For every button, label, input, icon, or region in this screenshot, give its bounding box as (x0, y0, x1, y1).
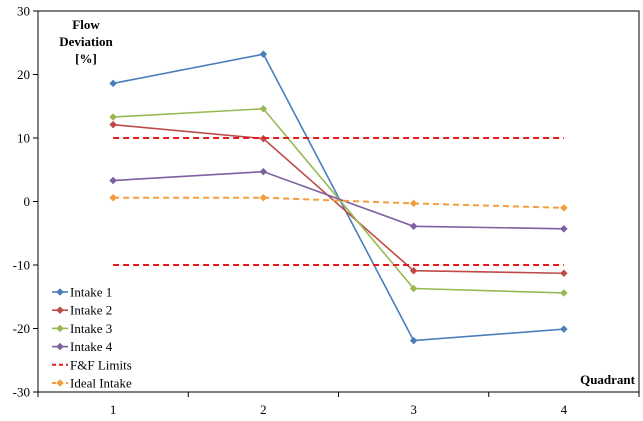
x-axis-title: Quadrant (580, 372, 636, 387)
series-line (112, 53, 564, 342)
series-layer (109, 50, 568, 345)
x-tick-label: 3 (410, 402, 417, 417)
legend-item: Intake 2 (52, 303, 112, 318)
series-intake-1 (109, 50, 568, 345)
series-line (113, 123, 564, 275)
legend-label: Intake 2 (70, 303, 112, 318)
y-tick-label: -30 (13, 385, 30, 400)
data-point (409, 266, 418, 275)
series-intake-2 (109, 120, 568, 278)
x-tick-label: 4 (561, 402, 568, 417)
data-point (560, 289, 568, 297)
series-line (113, 196, 564, 209)
series-line (113, 170, 564, 230)
data-point (259, 50, 268, 59)
data-point (56, 324, 64, 333)
data-point (109, 193, 117, 202)
data-point (56, 342, 64, 351)
data-point (109, 120, 117, 129)
data-point (109, 79, 117, 88)
data-point (259, 104, 268, 113)
legend-item: Intake 1 (52, 285, 112, 300)
series-f-f-limits (113, 137, 564, 266)
data-point (56, 306, 64, 315)
legend-label: Intake 3 (70, 321, 112, 336)
y-axis-title-line: Deviation (59, 34, 113, 49)
data-point (109, 176, 117, 185)
y-axis-title: Flow Deviation [%] (59, 17, 113, 66)
data-point (560, 325, 568, 333)
x-tick-label: 2 (260, 402, 267, 417)
legend-label: Ideal Intake (70, 376, 132, 391)
data-point (259, 193, 268, 202)
y-tick-label: -20 (13, 321, 30, 336)
y-tick-label: 30 (17, 4, 30, 19)
y-tick-label: 20 (17, 67, 30, 82)
data-point (409, 199, 418, 208)
data-point (259, 167, 268, 176)
data-point (56, 379, 64, 387)
legend-item: Intake 4 (52, 339, 113, 354)
data-point (409, 336, 418, 345)
legend: Intake 1 Intake 2 Intake 3 Intake 4 F&F Limi… (52, 285, 132, 391)
x-axis: 1 2 3 4 (37, 392, 640, 417)
y-axis-title-line: Flow (72, 17, 100, 32)
series-intake-4 (109, 167, 568, 233)
y-tick-label: 0 (24, 194, 31, 209)
y-tick-label: -10 (13, 258, 30, 273)
y-axis-title-line: [%] (75, 51, 97, 66)
legend-item: Intake 3 (52, 321, 112, 336)
data-point (56, 288, 64, 296)
data-point (409, 222, 418, 231)
legend-label: F&F Limits (70, 357, 132, 372)
data-point (409, 284, 418, 293)
series-ideal-intake (109, 193, 568, 212)
data-point (560, 269, 568, 278)
x-tick-label: 1 (110, 402, 117, 417)
data-point (109, 113, 117, 121)
legend-item: Ideal Intake (52, 376, 132, 391)
y-tick-label: 10 (17, 131, 30, 146)
data-point (560, 203, 568, 212)
legend-label: Intake 4 (70, 339, 113, 354)
data-point (560, 224, 568, 233)
legend-item: F&F Limits (52, 357, 132, 372)
y-axis: -30 -20 -10 0 10 20 30 (13, 4, 38, 400)
legend-label: Intake 1 (70, 285, 112, 300)
